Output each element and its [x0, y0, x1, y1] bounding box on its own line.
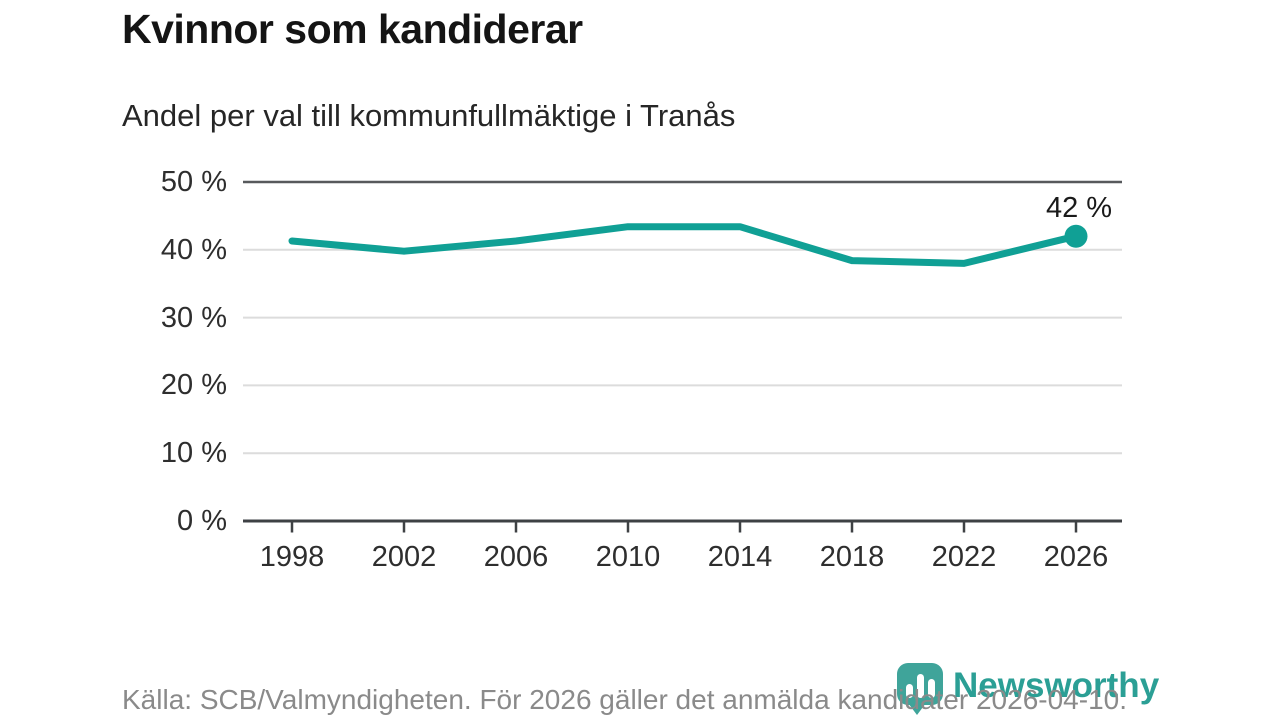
newsworthy-logo-text: Newsworthy [953, 666, 1160, 705]
y-tick-label: 30 % [160, 301, 227, 334]
newsworthy-logo: Newsworthy [897, 663, 1160, 715]
x-tick-label: 2018 [819, 541, 885, 573]
x-tick-label: 2022 [931, 541, 997, 573]
y-tick-label: 10 % [160, 437, 227, 470]
y-tick-label: 40 % [160, 233, 227, 266]
chart-title: Kvinnor som kandiderar [122, 6, 583, 52]
newsworthy-pin-bar-chart-icon [897, 663, 943, 715]
end-point-dot [1064, 224, 1088, 248]
line-chart-plot [243, 180, 1122, 533]
end-point-value-label: 42 % [1045, 192, 1113, 224]
x-tick-label: 2014 [707, 541, 773, 573]
chart-subtitle: Andel per val till kommunfullmäktige i T… [122, 98, 736, 133]
x-tick-label: 2026 [1043, 541, 1109, 573]
y-tick-label: 50 % [160, 166, 227, 198]
x-tick-label: 2006 [483, 541, 549, 573]
line-series [288, 223, 1080, 267]
y-tick-label: 20 % [160, 369, 227, 402]
x-tick-label: 1998 [259, 541, 325, 573]
y-tick-label: 0 % [177, 505, 227, 537]
source-note: Källa: SCB/Valmyndigheten. För 2026 gäll… [122, 684, 1127, 715]
x-tick-label: 2010 [595, 541, 661, 573]
x-tick-label: 2002 [371, 541, 437, 573]
